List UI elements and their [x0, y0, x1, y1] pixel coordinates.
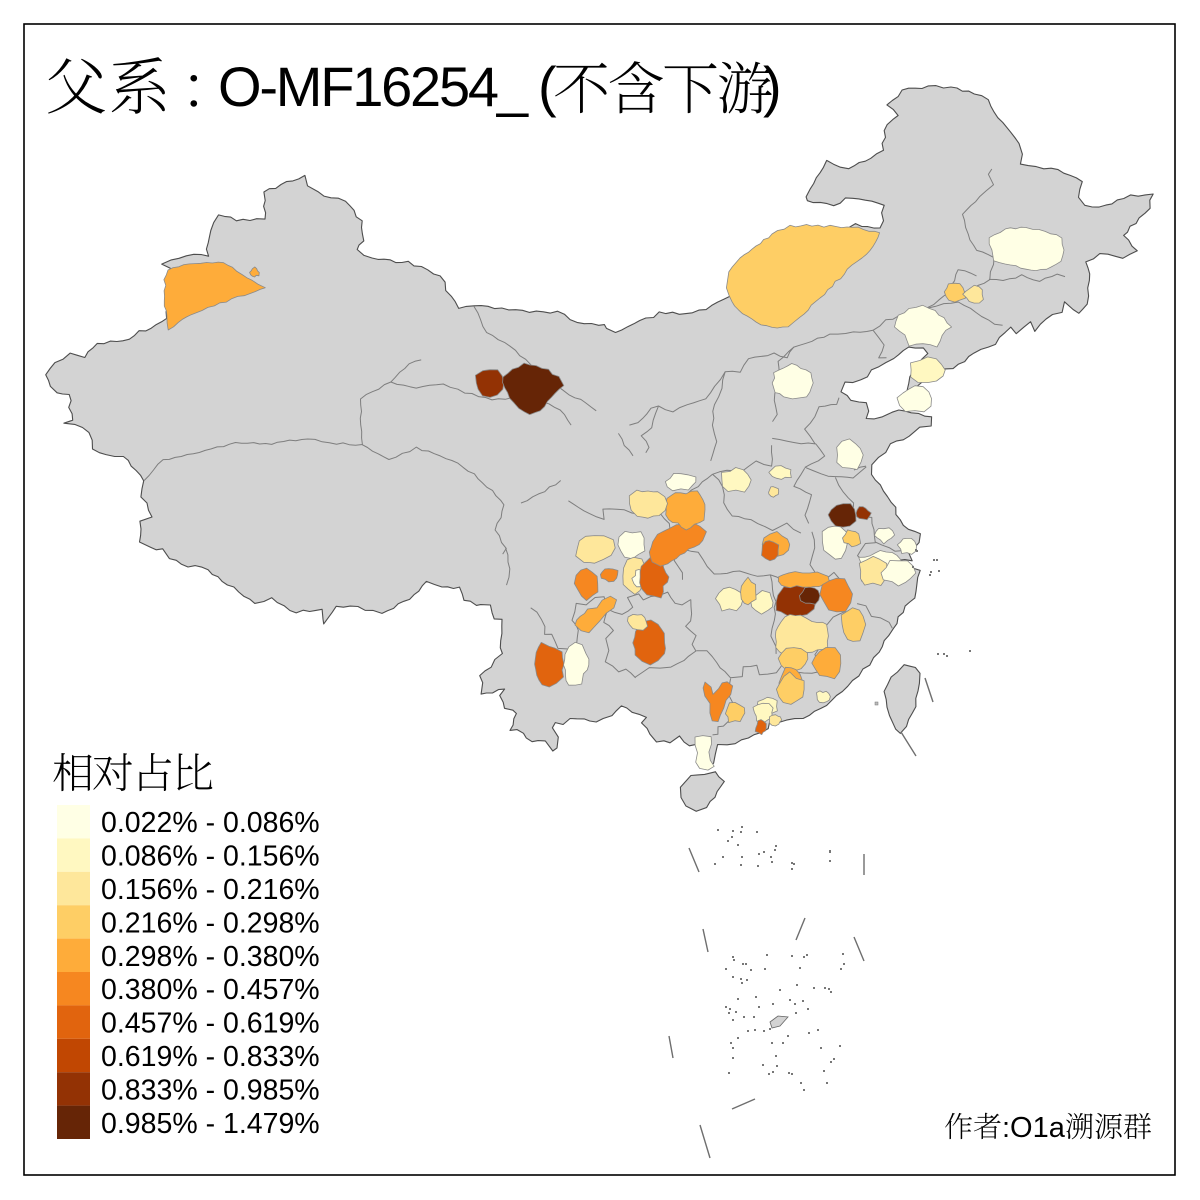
svg-text:0.298% - 0.380%: 0.298% - 0.380% — [101, 941, 320, 973]
svg-text:0.022% - 0.086%: 0.022% - 0.086% — [101, 807, 320, 839]
svg-text:(: ( — [538, 55, 557, 118]
svg-text:0.833% - 0.985%: 0.833% - 0.985% — [101, 1074, 320, 1106]
svg-text:0.216% - 0.298%: 0.216% - 0.298% — [101, 907, 320, 939]
svg-text:0.985% - 1.479%: 0.985% - 1.479% — [101, 1108, 320, 1140]
svg-text:0.619% - 0.833%: 0.619% - 0.833% — [101, 1041, 320, 1073]
svg-text:0.086% - 0.156%: 0.086% - 0.156% — [101, 841, 320, 873]
svg-text:): ) — [763, 55, 782, 118]
svg-text:0.156% - 0.216%: 0.156% - 0.216% — [101, 874, 320, 906]
svg-text::O1a: :O1a — [1002, 1112, 1066, 1144]
svg-text:O-MF16254_: O-MF16254_ — [218, 55, 529, 118]
svg-text:0.457% - 0.619%: 0.457% - 0.619% — [101, 1008, 320, 1040]
svg-text:0.380% - 0.457%: 0.380% - 0.457% — [101, 974, 320, 1006]
